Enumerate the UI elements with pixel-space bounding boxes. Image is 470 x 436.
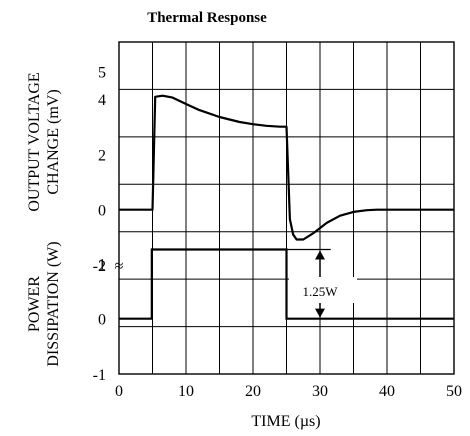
annotation-layer: 1.25W ≈ [115, 248, 357, 318]
y-tick-label: 0 [98, 203, 106, 220]
x-tick-label: 20 [245, 383, 261, 400]
x-axis-label: TIME (µs) [251, 413, 320, 430]
power-annotation-label: 1.25W [302, 284, 338, 299]
y-axis-label-lower-line2: DISSIPATION (W) [45, 241, 62, 366]
x-tick-label: 30 [312, 383, 328, 400]
x-tick-label: 0 [115, 383, 123, 400]
arrow-head-down-icon [315, 308, 325, 318]
tick-layer: 0 10 20 30 40 50 -1 0 1-2 0 2 4 5 [93, 64, 462, 400]
axis-break-symbol: ≈ [115, 258, 124, 275]
y-tick-label: -2 [93, 258, 106, 275]
y-axis-label-lower-line1: POWER [26, 276, 43, 332]
power-series-line [119, 248, 454, 320]
y-tick-label: 5 [98, 64, 106, 81]
y-tick-label: 4 [98, 92, 106, 109]
arrow-head-up-icon [315, 250, 325, 260]
series-layer [119, 94, 454, 320]
chart-title: Thermal Response [147, 10, 267, 26]
x-tick-label: 10 [178, 383, 194, 400]
y-axis-label-upper-line1: OUTPUT VOLTAGE [26, 72, 43, 211]
grid-layer [119, 42, 454, 374]
y-tick-label: 2 [98, 147, 106, 164]
x-tick-label: 40 [379, 383, 395, 400]
y-tick-label: 1 [98, 256, 106, 273]
y-tick-label: 0 [98, 312, 106, 329]
plot-frame [118, 41, 455, 375]
annotation-background [289, 277, 357, 303]
y-axis-label-upper-line2: CHANGE (mV) [45, 89, 62, 194]
y-tick-label: -1 [93, 367, 106, 384]
voltage-series-line [119, 94, 454, 241]
x-tick-label: 50 [446, 383, 462, 400]
